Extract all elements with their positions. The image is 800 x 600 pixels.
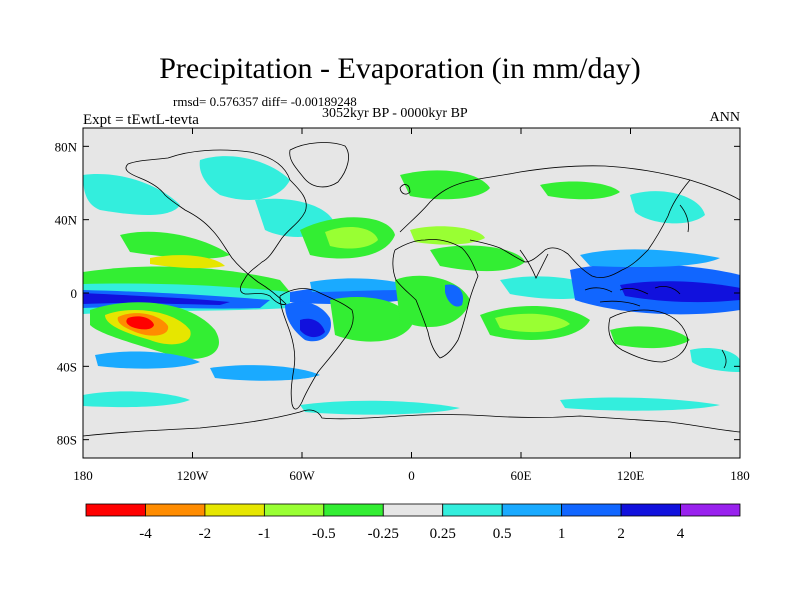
lat-tick-label: 40S bbox=[57, 359, 77, 374]
season-label: ANN bbox=[710, 110, 740, 126]
colorbar-swatch bbox=[264, 504, 323, 516]
colorbar-label: -0.5 bbox=[312, 526, 336, 542]
colorbar-swatch bbox=[443, 504, 502, 516]
colorbar-label: -0.25 bbox=[368, 526, 399, 542]
colorbar-swatch bbox=[205, 504, 264, 516]
lon-tick-label: 120W bbox=[177, 468, 210, 483]
lon-tick-label: 60E bbox=[511, 468, 532, 483]
colorbar-swatch bbox=[324, 504, 383, 516]
colorbar-swatch bbox=[621, 504, 680, 516]
period-label: 3052kyr BP - 0000kyr BP bbox=[322, 106, 468, 122]
colorbar: -4 -2 -1 -0.5 -0.25 0.25 0.5 1 2 4 bbox=[86, 504, 740, 542]
colorbar-label: 4 bbox=[677, 526, 685, 542]
map-title: Precipitation - Evaporation (in mm/day) bbox=[0, 52, 800, 86]
experiment-label: Expt = tEwtL-tevta bbox=[83, 112, 199, 129]
lon-tick-label: 120E bbox=[617, 468, 645, 483]
colorbar-swatch bbox=[562, 504, 621, 516]
colorbar-swatch bbox=[681, 504, 740, 516]
colorbar-swatch bbox=[383, 504, 442, 516]
lon-tick-label: 180 bbox=[730, 468, 750, 483]
lon-tick-label: 60W bbox=[289, 468, 315, 483]
lat-tick-label: 0 bbox=[71, 286, 78, 301]
colorbar-label: 1 bbox=[558, 526, 566, 542]
lon-tick-label: 0 bbox=[408, 468, 415, 483]
colorbar-label: -1 bbox=[258, 526, 271, 542]
colorbar-label: 2 bbox=[617, 526, 625, 542]
colorbar-label: 0.25 bbox=[430, 526, 456, 542]
lat-tick-label: 80S bbox=[57, 433, 77, 448]
lat-tick-label: 80N bbox=[55, 139, 78, 154]
lat-tick-label: 40N bbox=[55, 213, 78, 228]
colorbar-swatch bbox=[86, 504, 145, 516]
colorbar-swatch bbox=[502, 504, 561, 516]
colorbar-label: 0.5 bbox=[493, 526, 512, 542]
lon-tick-label: 180 bbox=[73, 468, 93, 483]
colorbar-label: -2 bbox=[199, 526, 212, 542]
colorbar-label: -4 bbox=[139, 526, 152, 542]
colorbar-swatch bbox=[145, 504, 204, 516]
